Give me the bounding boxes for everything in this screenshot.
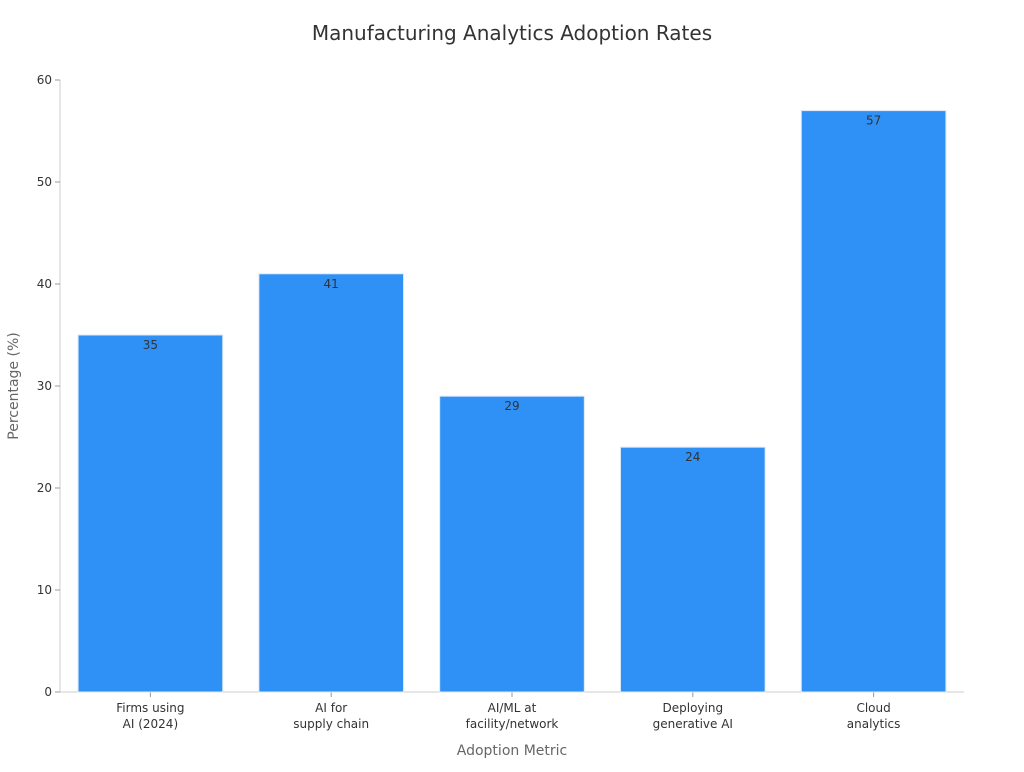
x-tick-label: generative AI (653, 717, 733, 731)
y-tick-label: 50 (37, 175, 52, 189)
y-tick-label: 60 (37, 73, 52, 87)
bars-group (77, 110, 947, 693)
bar (800, 110, 947, 693)
x-tick-label: facility/network (466, 717, 559, 731)
bar (77, 334, 224, 693)
y-axis: 0 10 20 30 40 50 60 (37, 73, 61, 699)
y-tick-label: 0 (44, 685, 52, 699)
x-axis (60, 691, 964, 697)
category-labels-group: Firms using AI (2024) AI for supply chain AI… (116, 701, 900, 731)
x-tick-label: analytics (847, 717, 901, 731)
x-tick-label: AI/ML at (488, 701, 537, 715)
data-labels-group: 35 41 29 24 57 (143, 114, 881, 465)
x-tick-label: Cloud (856, 701, 890, 715)
chart-title: Manufacturing Analytics Adoption Rates (312, 21, 712, 45)
bar-value-label: 29 (504, 399, 519, 413)
x-tick-label: AI for (315, 701, 347, 715)
y-tick-label: 40 (37, 277, 52, 291)
y-tick-label: 30 (37, 379, 52, 393)
y-tick-label: 20 (37, 481, 52, 495)
bar-value-label: 35 (143, 338, 158, 352)
x-tick-label: Deploying (663, 701, 724, 715)
bar-value-label: 24 (685, 450, 700, 464)
bar-value-label: 41 (324, 277, 339, 291)
y-axis-title: Percentage (%) (6, 332, 22, 439)
y-tick-label: 10 (37, 583, 52, 597)
bar (439, 395, 585, 693)
bar (619, 446, 766, 693)
x-axis-title: Adoption Metric (457, 743, 567, 759)
bar-value-label: 57 (866, 114, 881, 128)
bar (258, 273, 405, 693)
x-tick-label: AI (2024) (123, 717, 178, 731)
x-tick-label: Firms using (116, 701, 184, 715)
x-tick-label: supply chain (293, 717, 369, 731)
